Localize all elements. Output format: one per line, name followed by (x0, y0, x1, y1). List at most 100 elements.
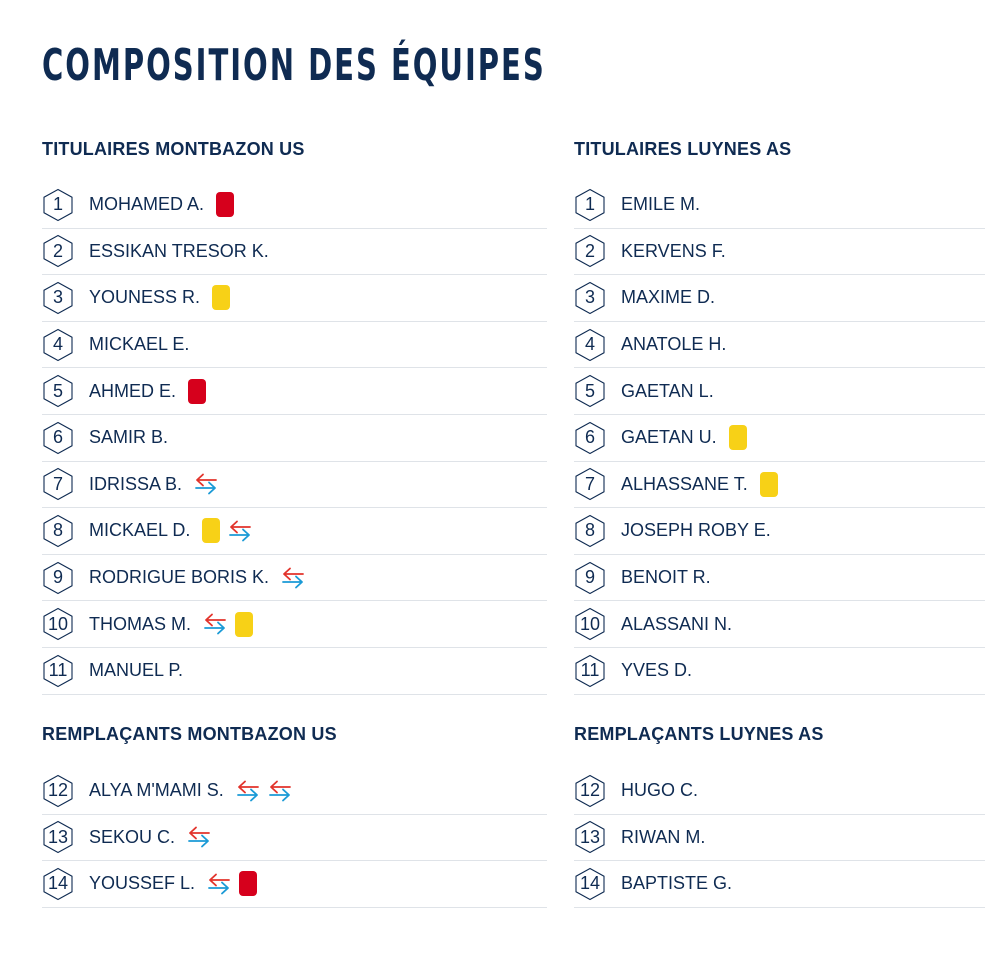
substitution-icon (194, 473, 218, 495)
jersey-number-badge: 1 (42, 188, 74, 222)
player-row: 13 RIWAN M. (574, 815, 985, 862)
jersey-number-badge: 3 (574, 281, 606, 315)
player-row: 2 KERVENS F. (574, 229, 985, 276)
player-row: 7 IDRISSA B. (42, 462, 547, 509)
player-name: YOUNESS R. (89, 287, 201, 308)
jersey-number: 10 (47, 613, 69, 634)
jersey-number-badge: 1 (574, 188, 606, 222)
jersey-number-badge: 2 (574, 234, 606, 268)
jersey-number-badge: 11 (42, 654, 74, 688)
player-name: MAXIME D. (621, 287, 716, 308)
home-starters-list: 1 MOHAMED A. 2 ESSIKAN TRESOR K. 3 YOUNESS R.… (42, 182, 547, 695)
player-name: GAETAN L. (621, 380, 714, 401)
player-name: KERVENS F. (621, 240, 726, 261)
jersey-number-badge: 10 (574, 607, 606, 641)
player-name: SAMIR B. (89, 427, 169, 448)
player-name: IDRISSA B. (89, 473, 183, 494)
substitution-icon (228, 520, 252, 542)
jersey-number: 6 (584, 427, 595, 448)
jersey-number-badge: 4 (42, 328, 74, 362)
player-row: 4 ANATOLE H. (574, 322, 985, 369)
substitution-icon (268, 780, 292, 802)
substitution-icon (187, 826, 211, 848)
substitution-icon (281, 567, 305, 589)
jersey-number-badge: 7 (42, 467, 74, 501)
yellow-card-icon (235, 611, 253, 637)
jersey-number-badge: 5 (42, 374, 74, 408)
substitution-icon (203, 613, 227, 635)
player-name: AHMED E. (89, 380, 177, 401)
player-name: ALASSANI N. (621, 613, 733, 634)
player-name: THOMAS M. (89, 613, 191, 634)
jersey-number: 7 (584, 473, 595, 494)
player-name: ANATOLE H. (621, 334, 727, 355)
jersey-number: 1 (52, 194, 63, 215)
player-name: ESSIKAN TRESOR K. (89, 240, 269, 261)
jersey-number: 10 (579, 613, 601, 634)
red-card-icon (239, 871, 258, 897)
player-row: 3 YOUNESS R. (42, 275, 547, 322)
player-row: 11 YVES D. (574, 648, 985, 695)
jersey-number: 5 (584, 380, 595, 401)
player-row: 5 GAETAN L. (574, 368, 985, 415)
jersey-number-badge: 3 (42, 281, 74, 315)
page-title: COMPOSITION DES ÉQUIPES (42, 40, 546, 91)
player-row: 7 ALHASSANE T. (574, 462, 985, 509)
jersey-number: 2 (52, 240, 63, 261)
jersey-number-badge: 13 (42, 820, 74, 854)
jersey-number: 12 (579, 780, 601, 801)
jersey-number: 3 (52, 287, 63, 308)
jersey-number: 7 (52, 473, 63, 494)
player-name: SEKOU C. (89, 826, 176, 847)
jersey-number-badge: 6 (42, 421, 74, 455)
player-row: 6 GAETAN U. (574, 415, 985, 462)
player-row: 9 BENOIT R. (574, 555, 985, 602)
jersey-number: 14 (579, 873, 601, 894)
red-card-icon (188, 378, 207, 404)
jersey-number: 12 (47, 780, 69, 801)
player-row: 10 THOMAS M. (42, 601, 547, 648)
yellow-card-icon (728, 425, 747, 451)
player-row: 1 MOHAMED A. (42, 182, 547, 229)
yellow-card-icon (212, 285, 231, 311)
player-name: YOUSSEF L. (89, 873, 196, 894)
jersey-number-badge: 14 (574, 867, 606, 901)
player-row: 2 ESSIKAN TRESOR K. (42, 229, 547, 276)
jersey-number-badge: 6 (574, 421, 606, 455)
section-title-home-subs: REMPLAÇANTS MONTBAZON US (42, 724, 337, 744)
player-name: BAPTISTE G. (621, 873, 733, 894)
player-row: 12 ALYA M'MAMI S. (42, 768, 547, 815)
jersey-number: 13 (47, 826, 69, 847)
jersey-number-badge: 8 (42, 514, 74, 548)
player-row: 4 MICKAEL E. (42, 322, 547, 369)
jersey-number-badge: 4 (574, 328, 606, 362)
jersey-number: 11 (48, 660, 68, 681)
jersey-number: 5 (52, 380, 63, 401)
player-row: 12 HUGO C. (574, 768, 985, 815)
jersey-number: 14 (47, 873, 69, 894)
player-name: ALHASSANE T. (621, 473, 748, 494)
jersey-number-badge: 12 (42, 774, 74, 808)
player-name: MANUEL P. (89, 660, 184, 681)
jersey-number-badge: 2 (42, 234, 74, 268)
yellow-card-icon (759, 471, 778, 497)
player-row: 11 MANUEL P. (42, 648, 547, 695)
jersey-number-badge: 13 (574, 820, 606, 854)
jersey-number: 4 (52, 334, 63, 355)
jersey-number-badge: 9 (574, 561, 606, 595)
player-name: ALYA M'MAMI S. (89, 780, 224, 801)
player-name: MICKAEL D. (89, 520, 191, 541)
player-name: HUGO C. (621, 780, 699, 801)
player-name: BENOIT R. (621, 567, 711, 588)
jersey-number-badge: 8 (574, 514, 606, 548)
jersey-number: 9 (584, 567, 595, 588)
jersey-number: 9 (52, 567, 63, 588)
jersey-number: 13 (579, 826, 601, 847)
player-row: 13 SEKOU C. (42, 815, 547, 862)
away-subs-list: 12 HUGO C. 13 RIWAN M. 14 BAPTISTE G. (574, 768, 985, 908)
player-row: 1 EMILE M. (574, 182, 985, 229)
player-row: 8 MICKAEL D. (42, 508, 547, 555)
jersey-number-badge: 5 (574, 374, 606, 408)
substitution-icon (207, 873, 231, 895)
player-name: MICKAEL E. (89, 334, 190, 355)
